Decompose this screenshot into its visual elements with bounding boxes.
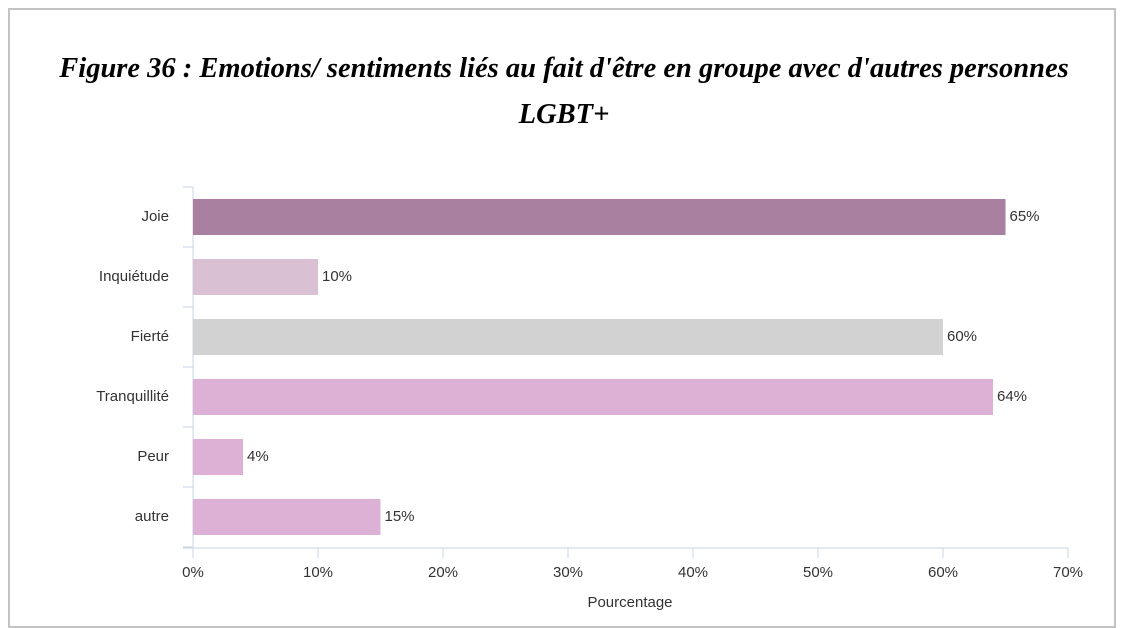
bar (193, 319, 943, 355)
value-label: 4% (247, 448, 269, 465)
x-tick-label: 60% (928, 564, 958, 581)
y-tick-label: Inquiétude (99, 268, 169, 285)
value-label: 65% (1010, 208, 1040, 225)
bar (193, 379, 993, 415)
value-label: 15% (385, 508, 415, 525)
x-tick-label: 0% (182, 564, 204, 581)
y-tick-label: Peur (137, 448, 169, 465)
value-label: 60% (947, 328, 977, 345)
y-tick-label: autre (135, 508, 169, 525)
value-label: 10% (322, 268, 352, 285)
x-tick-label: 40% (678, 564, 708, 581)
x-axis-label: Pourcentage (587, 594, 672, 611)
x-tick-label: 20% (428, 564, 458, 581)
x-tick-label: 30% (553, 564, 583, 581)
bar (193, 439, 243, 475)
y-tick-label: Joie (141, 208, 169, 225)
x-tick-label: 50% (803, 564, 833, 581)
y-tick-label: Fierté (131, 328, 169, 345)
value-label: 64% (997, 388, 1027, 405)
x-tick-label: 70% (1053, 564, 1083, 581)
chart-title: Figure 36 : Emotions/ sentiments liés au… (59, 53, 1069, 130)
bar (193, 499, 381, 535)
bar (193, 199, 1006, 235)
y-tick-label: Tranquillité (96, 388, 169, 405)
x-tick-label: 10% (303, 564, 333, 581)
bar (193, 259, 318, 295)
